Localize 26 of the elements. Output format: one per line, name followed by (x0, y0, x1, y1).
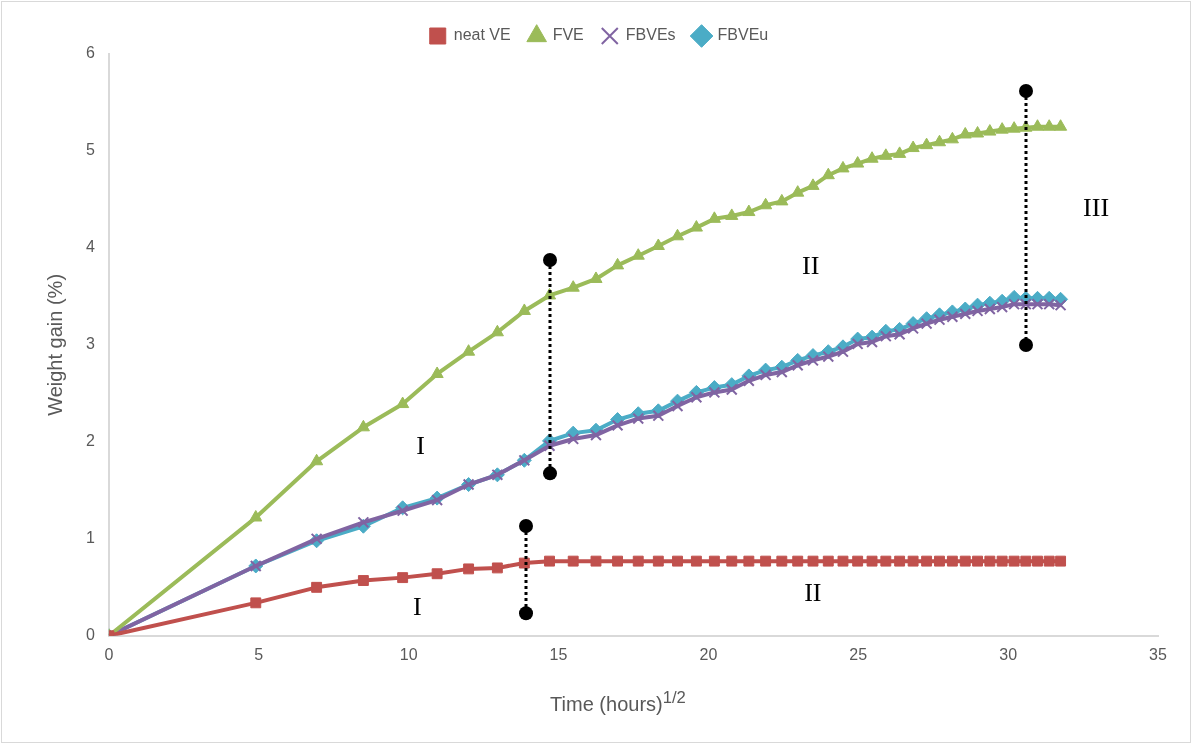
y-axis-title: Weight gain (%) (43, 273, 66, 416)
x-tick-label: 15 (549, 645, 568, 663)
y-tick-label: 4 (85, 238, 95, 256)
annotation: I (416, 430, 425, 460)
x-axis-title: Time (hours)$^{1/2}$ (549, 688, 687, 716)
x-tick-label: 35 (1149, 645, 1167, 663)
y-tick-label: 5 (85, 141, 95, 159)
x-tick-label: 20 (699, 645, 718, 663)
legend-label: neat VE (453, 26, 511, 44)
legend-label: FBVEs (625, 26, 676, 44)
annotation: I (413, 592, 422, 622)
y-tick-label: 6 (85, 44, 95, 62)
legend-label: FBVEu (717, 26, 769, 44)
x-tick-label: 0 (104, 645, 114, 663)
annotation: II (804, 577, 822, 607)
y-tick-label: 3 (85, 335, 95, 353)
x-tick-label: 25 (849, 645, 868, 663)
y-tick-label: 2 (85, 432, 95, 450)
x-tick-label: 30 (999, 645, 1018, 663)
annotation: II (802, 251, 820, 281)
x-tick-label: 5 (254, 645, 264, 663)
y-tick-label: 0 (85, 626, 95, 644)
annotation: III (1083, 193, 1110, 223)
y-tick-label: 1 (85, 529, 95, 547)
legend-label: FVE (552, 26, 584, 44)
x-tick-label: 10 (399, 645, 418, 663)
